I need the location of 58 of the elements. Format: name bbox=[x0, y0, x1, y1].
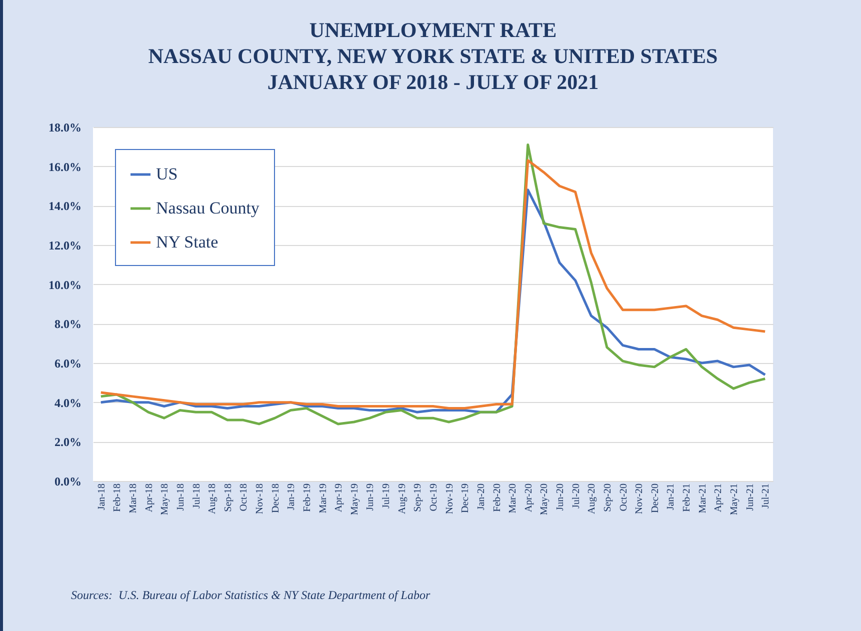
legend-label: Nassau County bbox=[156, 198, 260, 218]
x-tick-label: Jul-19 bbox=[381, 484, 392, 508]
x-tick-label: Mar-21 bbox=[697, 484, 708, 514]
x-tick-label: Jan-19 bbox=[286, 484, 298, 510]
legend-label: NY State bbox=[156, 232, 218, 252]
x-tick-label: Jan-18 bbox=[96, 484, 108, 510]
x-tick-label: Aug-18 bbox=[207, 484, 218, 514]
x-tick-label: Jul-20 bbox=[570, 484, 582, 508]
y-tick-label: 10.0% bbox=[48, 278, 82, 292]
y-tick-label: 2.0% bbox=[54, 435, 82, 450]
x-tick-label: Oct-19 bbox=[428, 484, 440, 512]
y-tick-label: 12.0% bbox=[48, 238, 82, 252]
x-tick-label: Nov-18 bbox=[254, 484, 266, 514]
x-tick-label: Jun-20 bbox=[555, 484, 566, 511]
y-tick-label: 6.0% bbox=[54, 356, 82, 370]
x-tick-label: Oct-20 bbox=[618, 484, 630, 512]
y-tick-label: 4.0% bbox=[54, 396, 82, 410]
x-tick-label: May-20 bbox=[539, 484, 550, 516]
x-tick-label: Jun-19 bbox=[365, 484, 376, 511]
x-tick-label: May-21 bbox=[728, 484, 740, 516]
chart-title: UNEMPLOYMENT RATE NASSAU COUNTY, NEW YORK STATE & UNITED STATES JANUARY OF 2018 - JULY OF 2021 bbox=[148, 18, 718, 94]
x-tick-label: Mar-20 bbox=[508, 484, 519, 514]
x-tick-label: Apr-19 bbox=[334, 484, 345, 512]
source-note: Sources: U.S. Bureau of Labor Statistics & NY State Department of Labor bbox=[71, 588, 430, 603]
x-tick-label: Feb-19 bbox=[302, 484, 313, 512]
x-tick-label: Dec-19 bbox=[460, 484, 472, 513]
x-tick-label: Sep-19 bbox=[412, 484, 424, 512]
x-tick-label: May-18 bbox=[160, 484, 171, 516]
x-tick-label: Nov-19 bbox=[444, 484, 456, 514]
x-tick-label: Oct-18 bbox=[238, 484, 250, 512]
x-tick-label: Feb-18 bbox=[112, 484, 124, 512]
x-tick-label: Nov-20 bbox=[634, 484, 646, 514]
x-tick-label: Feb-20 bbox=[492, 484, 503, 512]
x-tick-label: Jan-21 bbox=[666, 484, 677, 510]
x-tick-label: Sep-20 bbox=[602, 484, 614, 512]
y-tick-label: 18.0% bbox=[48, 120, 82, 134]
legend-label: US bbox=[156, 164, 178, 184]
y-tick-label: 0.0% bbox=[54, 474, 82, 488]
x-tick-label: Sep-18 bbox=[222, 484, 234, 512]
x-tick-label: May-19 bbox=[349, 484, 360, 516]
x-tick-label: Aug-20 bbox=[586, 484, 598, 514]
x-tick-label: Jul-18 bbox=[191, 484, 202, 508]
x-tick-label: Jul-21 bbox=[760, 484, 772, 508]
x-tick-label: Mar-18 bbox=[128, 484, 140, 514]
x-tick-label: Mar-19 bbox=[318, 484, 329, 514]
x-tick-label: Dec-18 bbox=[270, 484, 282, 513]
x-tick-label: Jan-20 bbox=[476, 484, 487, 510]
x-tick-label: Jun-18 bbox=[175, 484, 186, 511]
x-tick-label: Jun-21 bbox=[744, 484, 756, 511]
x-tick-label: Dec-20 bbox=[650, 484, 661, 513]
x-tick-label: Apr-18 bbox=[144, 484, 155, 512]
y-tick-label: 16.0% bbox=[48, 160, 82, 174]
x-tick-label: Apr-20 bbox=[523, 484, 534, 512]
x-tick-label: Feb-21 bbox=[682, 484, 693, 512]
x-tick-label: Apr-21 bbox=[713, 484, 724, 512]
y-tick-label: 14.0% bbox=[48, 199, 82, 214]
x-tick-label: Aug-19 bbox=[396, 484, 408, 514]
y-tick-label: 8.0% bbox=[54, 317, 82, 332]
